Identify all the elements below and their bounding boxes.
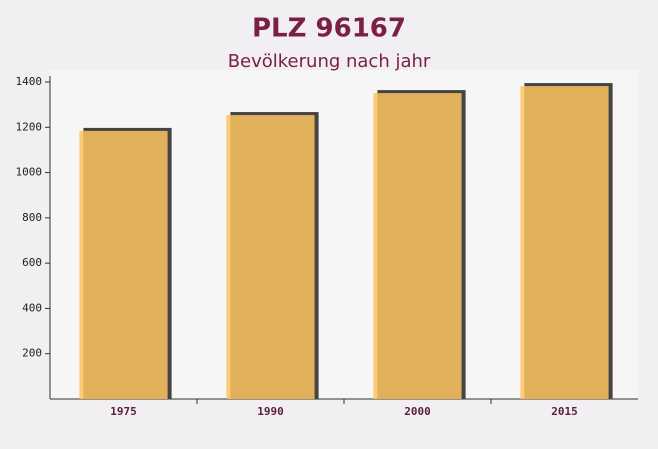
y-tick-label: 1400 xyxy=(16,75,43,88)
y-tick-label: 200 xyxy=(22,347,42,360)
y-tick-label: 1000 xyxy=(16,166,43,179)
x-tick-label: 2015 xyxy=(551,405,578,418)
x-tick-label: 1975 xyxy=(110,405,137,418)
y-tick-label: 800 xyxy=(22,211,42,224)
x-tick-label: 2000 xyxy=(404,405,431,418)
y-tick-label: 1200 xyxy=(16,120,43,133)
y-tick-label: 400 xyxy=(22,301,42,314)
bar xyxy=(79,130,168,399)
chart-title: PLZ 96167 xyxy=(252,14,406,44)
y-tick-label: 600 xyxy=(22,256,42,269)
chart-subtitle: Bevölkerung nach jahr xyxy=(228,51,431,72)
bar xyxy=(373,93,462,399)
bar xyxy=(226,115,315,400)
x-tick-label: 1990 xyxy=(257,405,284,418)
bar xyxy=(520,86,609,399)
